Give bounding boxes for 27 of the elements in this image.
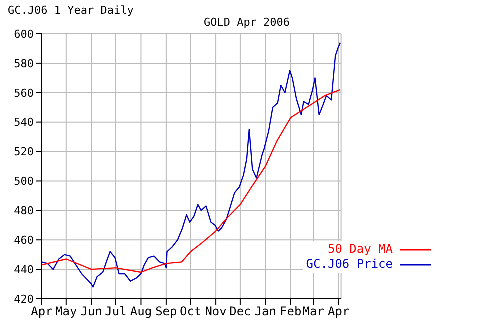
y-tick-label: 420 bbox=[14, 292, 34, 306]
x-tick-label: Sep bbox=[156, 304, 178, 319]
x-tick-label: Nov bbox=[205, 304, 227, 319]
legend-label: 50 Day MA bbox=[328, 242, 393, 257]
x-tick-label: Apr bbox=[31, 304, 53, 319]
y-tick-label: 540 bbox=[14, 116, 34, 130]
x-tick-label: Jul bbox=[105, 304, 127, 319]
y-tick-label: 520 bbox=[14, 146, 34, 159]
x-tick-label: Dec bbox=[230, 304, 252, 319]
x-tick-label: Feb bbox=[280, 304, 302, 319]
chart-title: GOLD Apr 2006 bbox=[202, 16, 292, 29]
chart-subtitle: GC.J06 1 Year Daily bbox=[8, 4, 134, 17]
y-tick-label: 440 bbox=[14, 263, 34, 276]
x-tick-label: Jun bbox=[80, 304, 102, 319]
y-tick-label: 580 bbox=[14, 57, 34, 70]
x-tick-label: May bbox=[56, 304, 78, 319]
legend-label: GC.J06 Price bbox=[306, 257, 393, 272]
y-tick-label: 560 bbox=[14, 86, 34, 100]
x-tick-label: Jan bbox=[254, 304, 277, 319]
y-tick-label: 460 bbox=[14, 234, 34, 248]
x-tick-label: Oct bbox=[180, 304, 202, 319]
y-tick-label: 600 bbox=[14, 28, 34, 41]
x-tick-label: Apr bbox=[328, 304, 350, 319]
x-tick-label: Aug bbox=[130, 304, 152, 319]
y-tick-label: 480 bbox=[14, 204, 34, 218]
x-tick-label: Mar bbox=[302, 304, 324, 319]
y-tick-label: 500 bbox=[14, 175, 34, 188]
